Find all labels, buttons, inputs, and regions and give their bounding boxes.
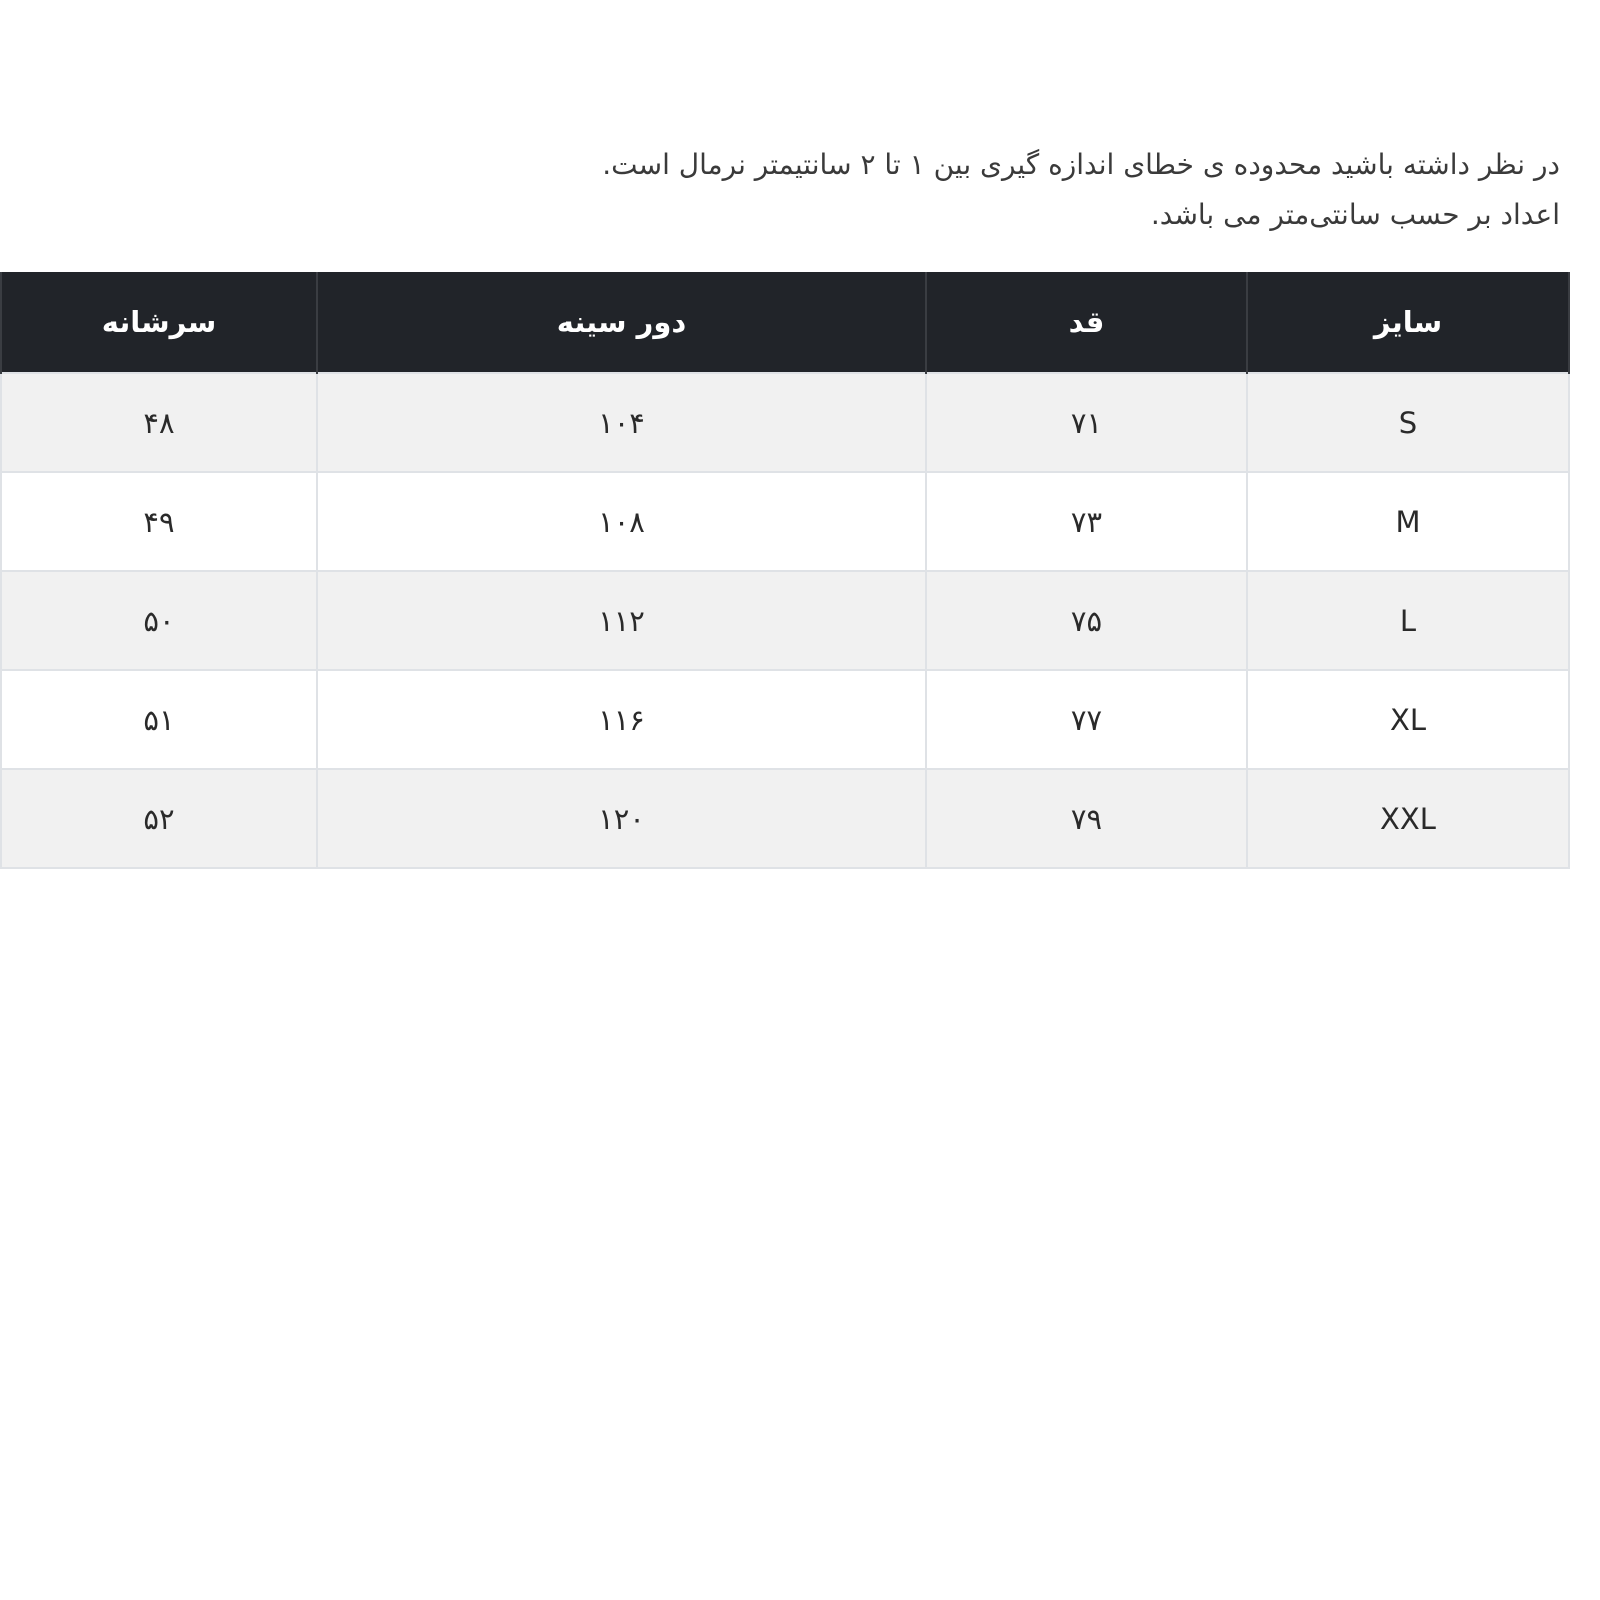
cell-length: ۷۱ — [925, 372, 1248, 473]
cell-length: ۷۹ — [925, 768, 1248, 869]
cell-chest: ۱۰۴ — [316, 372, 927, 473]
cell-size: L — [1246, 570, 1570, 671]
header-chest: دور سینه — [316, 272, 927, 373]
size-chart-table: سایز قد دور سینه سرشانه S ۷۱ ۱۰۴ ۴۸ M ۷۳ ۱۰۸ ۴۹… — [0, 272, 1570, 869]
cell-length: ۷۵ — [925, 570, 1248, 671]
size-notes: در نظر داشته باشید محدوده ی خطای اندازه … — [602, 140, 1560, 240]
table-body: S ۷۱ ۱۰۴ ۴۸ M ۷۳ ۱۰۸ ۴۹ L ۷۵ ۱۱۲ ۵۰ XL ۷۷ ۱۱۶ ۵۱ XXL ۷۹ ۱۲… — [0, 372, 1570, 869]
cell-shoulder: ۴۹ — [0, 471, 318, 572]
cell-size: M — [1246, 471, 1570, 572]
header-length: قد — [925, 272, 1248, 373]
units-note: اعداد بر حسب سانتی‌متر می باشد. — [1150, 198, 1560, 231]
cell-shoulder: ۵۱ — [0, 669, 318, 770]
cell-chest: ۱۱۶ — [316, 669, 927, 770]
table-row: XL ۷۷ ۱۱۶ ۵۱ — [0, 669, 1570, 770]
cell-length: ۷۷ — [925, 669, 1248, 770]
table-header-row: سایز قد دور سینه سرشانه — [0, 272, 1570, 373]
table-row: M ۷۳ ۱۰۸ ۴۹ — [0, 471, 1570, 572]
cell-shoulder: ۵۰ — [0, 570, 318, 671]
table-row: S ۷۱ ۱۰۴ ۴۸ — [0, 372, 1570, 473]
cell-size: S — [1246, 372, 1570, 473]
cell-chest: ۱۲۰ — [316, 768, 927, 869]
table-row: XXL ۷۹ ۱۲۰ ۵۲ — [0, 768, 1570, 869]
cell-shoulder: ۵۲ — [0, 768, 318, 869]
measurement-error-note: در نظر داشته باشید محدوده ی خطای اندازه … — [602, 148, 1560, 181]
cell-shoulder: ۴۸ — [0, 372, 318, 473]
cell-size: XXL — [1246, 768, 1570, 869]
cell-chest: ۱۱۲ — [316, 570, 927, 671]
table-row: L ۷۵ ۱۱۲ ۵۰ — [0, 570, 1570, 671]
header-shoulder: سرشانه — [0, 272, 318, 373]
cell-chest: ۱۰۸ — [316, 471, 927, 572]
header-size: سایز — [1246, 272, 1570, 373]
cell-length: ۷۳ — [925, 471, 1248, 572]
cell-size: XL — [1246, 669, 1570, 770]
